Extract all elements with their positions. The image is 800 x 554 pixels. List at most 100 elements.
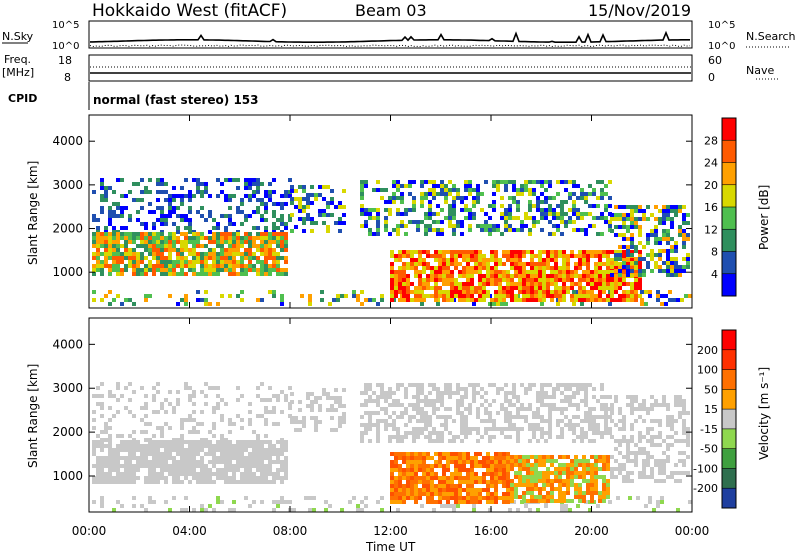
- heat-cell: [208, 210, 212, 214]
- heat-cell: [618, 439, 622, 443]
- heat-cell: [512, 383, 516, 387]
- heat-cell: [216, 252, 220, 256]
- heat-cell: [136, 232, 140, 236]
- heat-cell: [272, 448, 276, 452]
- heat-cell: [538, 286, 542, 290]
- heat-cell: [498, 290, 502, 294]
- heat-cell: [528, 387, 532, 391]
- heat-cell: [290, 420, 294, 424]
- heat-cell: [394, 282, 398, 286]
- heat-cell: [136, 218, 140, 222]
- heat-cell: [626, 262, 630, 266]
- heat-cell: [610, 250, 614, 254]
- heat-cell: [548, 403, 552, 407]
- heat-cell: [470, 480, 474, 484]
- heat-cell: [618, 262, 622, 266]
- heat-cell: [630, 205, 634, 209]
- heat-cell: [192, 194, 196, 198]
- heat-cell: [526, 487, 530, 491]
- heat-cell: [256, 440, 260, 444]
- heat-cell: [608, 180, 612, 184]
- heat-cell: [252, 190, 256, 194]
- heat-cell: [534, 487, 538, 491]
- heat-cell: [160, 468, 164, 472]
- heat-cell: [542, 475, 546, 479]
- heat-cell: [268, 252, 272, 256]
- heat-cell: [236, 178, 240, 182]
- heat-cell: [566, 467, 570, 471]
- heat-cell: [212, 252, 216, 256]
- heat-cell: [670, 475, 674, 479]
- heat-cell: [480, 435, 484, 439]
- heat-cell: [454, 472, 458, 476]
- heat-cell: [538, 270, 542, 274]
- heat-cell: [468, 212, 472, 216]
- heat-cell: [456, 399, 460, 403]
- heat-cell: [228, 232, 232, 236]
- colorbar-frame: [721, 329, 737, 509]
- heat-cell: [212, 444, 216, 448]
- heat-cell: [606, 286, 610, 290]
- heat-cell: [460, 419, 464, 423]
- heat-cell: [176, 252, 180, 256]
- heat-cell: [558, 270, 562, 274]
- heat-cell: [420, 431, 424, 435]
- heat-cell: [120, 434, 124, 438]
- heat-cell: [654, 399, 658, 403]
- heat-cell: [588, 204, 592, 208]
- heat-cell: [152, 444, 156, 448]
- heat-cell: [602, 298, 606, 302]
- heat-cell: [528, 423, 532, 427]
- heat-cell: [650, 213, 654, 217]
- heat-cell: [264, 244, 268, 248]
- heat-cell: [640, 290, 644, 294]
- heat-cell: [398, 258, 402, 262]
- heat-cell: [468, 403, 472, 407]
- heat-cell: [512, 196, 516, 200]
- heat-cell: [450, 250, 454, 254]
- heat-cell: [668, 290, 672, 294]
- heat-cell: [428, 439, 432, 443]
- heat-cell: [516, 188, 520, 192]
- heat-cell: [384, 407, 388, 411]
- heat-cell: [144, 190, 148, 194]
- heat-cell: [172, 448, 176, 452]
- heat-cell: [96, 218, 100, 222]
- heat-cell: [644, 504, 648, 508]
- heat-cell: [654, 435, 658, 439]
- heat-cell: [380, 196, 384, 200]
- heat-cell: [180, 268, 184, 272]
- heat-cell: [108, 264, 112, 268]
- heat-cell: [502, 472, 506, 476]
- heat-cell: [390, 270, 394, 274]
- heat-cell: [152, 460, 156, 464]
- heat-cell: [542, 294, 546, 298]
- heat-cell: [172, 248, 176, 252]
- heat-cell: [256, 244, 260, 248]
- heat-cell: [650, 229, 654, 233]
- heat-cell: [418, 298, 422, 302]
- heat-cell: [228, 178, 232, 182]
- heat-cell: [546, 258, 550, 262]
- heat-cell: [470, 298, 474, 302]
- heat-cell: [474, 472, 478, 476]
- heat-cell: [666, 265, 670, 269]
- heat-cell: [156, 460, 160, 464]
- heat-cell: [256, 260, 260, 264]
- heat-cell: [116, 456, 120, 460]
- heat-cell: [602, 491, 606, 495]
- heat-cell: [128, 252, 132, 256]
- heat-cell: [390, 250, 394, 254]
- heat-cell: [136, 244, 140, 248]
- heat-cell: [630, 451, 634, 455]
- heat-cell: [116, 468, 120, 472]
- heat-cell: [400, 415, 404, 419]
- heat-cell: [550, 266, 554, 270]
- heat-cell: [642, 213, 646, 217]
- heat-cell: [236, 248, 240, 252]
- heat-cell: [414, 294, 418, 298]
- heat-cell: [264, 248, 268, 252]
- heat-cell: [184, 418, 188, 422]
- heat-cell: [530, 455, 534, 459]
